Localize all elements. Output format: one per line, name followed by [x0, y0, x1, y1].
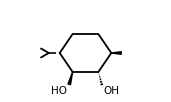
Polygon shape: [111, 52, 121, 54]
Text: HO: HO: [51, 86, 68, 96]
Polygon shape: [68, 72, 73, 85]
Text: OH: OH: [103, 86, 120, 96]
